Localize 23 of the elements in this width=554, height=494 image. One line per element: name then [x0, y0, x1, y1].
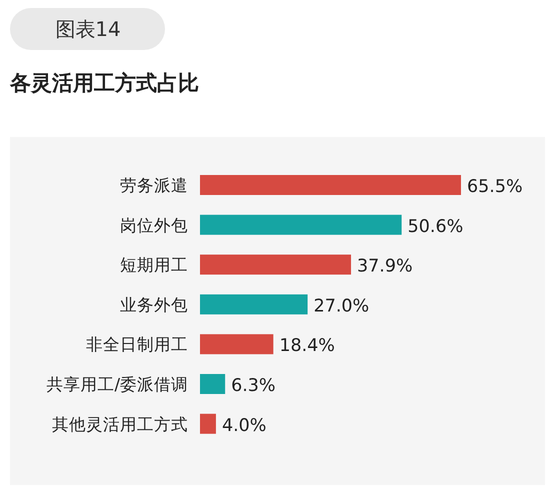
bar: [200, 334, 274, 354]
data-label: 18.4%: [279, 336, 335, 356]
bar: [200, 254, 352, 275]
bar: [200, 175, 461, 195]
data-label: 65.5%: [467, 177, 523, 197]
data-label: 50.6%: [408, 216, 464, 237]
y-tick-label: 业务外包: [120, 295, 188, 314]
data-label: 6.3%: [231, 376, 276, 396]
data-label: 4.0%: [222, 416, 266, 436]
y-tick-label: 短期用工: [120, 256, 188, 275]
y-tick-label: 其他灵活用工方式: [52, 414, 188, 434]
bar: [200, 374, 226, 394]
data-label: 37.9%: [357, 256, 413, 277]
y-tick-label: 劳务派遣: [120, 176, 188, 195]
chart-title: 各灵活用工方式占比: [9, 71, 199, 95]
bar: [200, 214, 402, 235]
data-label: 27.0%: [314, 296, 370, 316]
bar: [200, 294, 308, 314]
y-tick-label: 非全日制用工: [86, 335, 188, 354]
y-tick-label: 共享用工/委派借调: [46, 375, 188, 394]
bar: [200, 414, 216, 434]
text: 图表14: [55, 17, 121, 41]
y-tick-label: 岗位外包: [120, 216, 188, 235]
